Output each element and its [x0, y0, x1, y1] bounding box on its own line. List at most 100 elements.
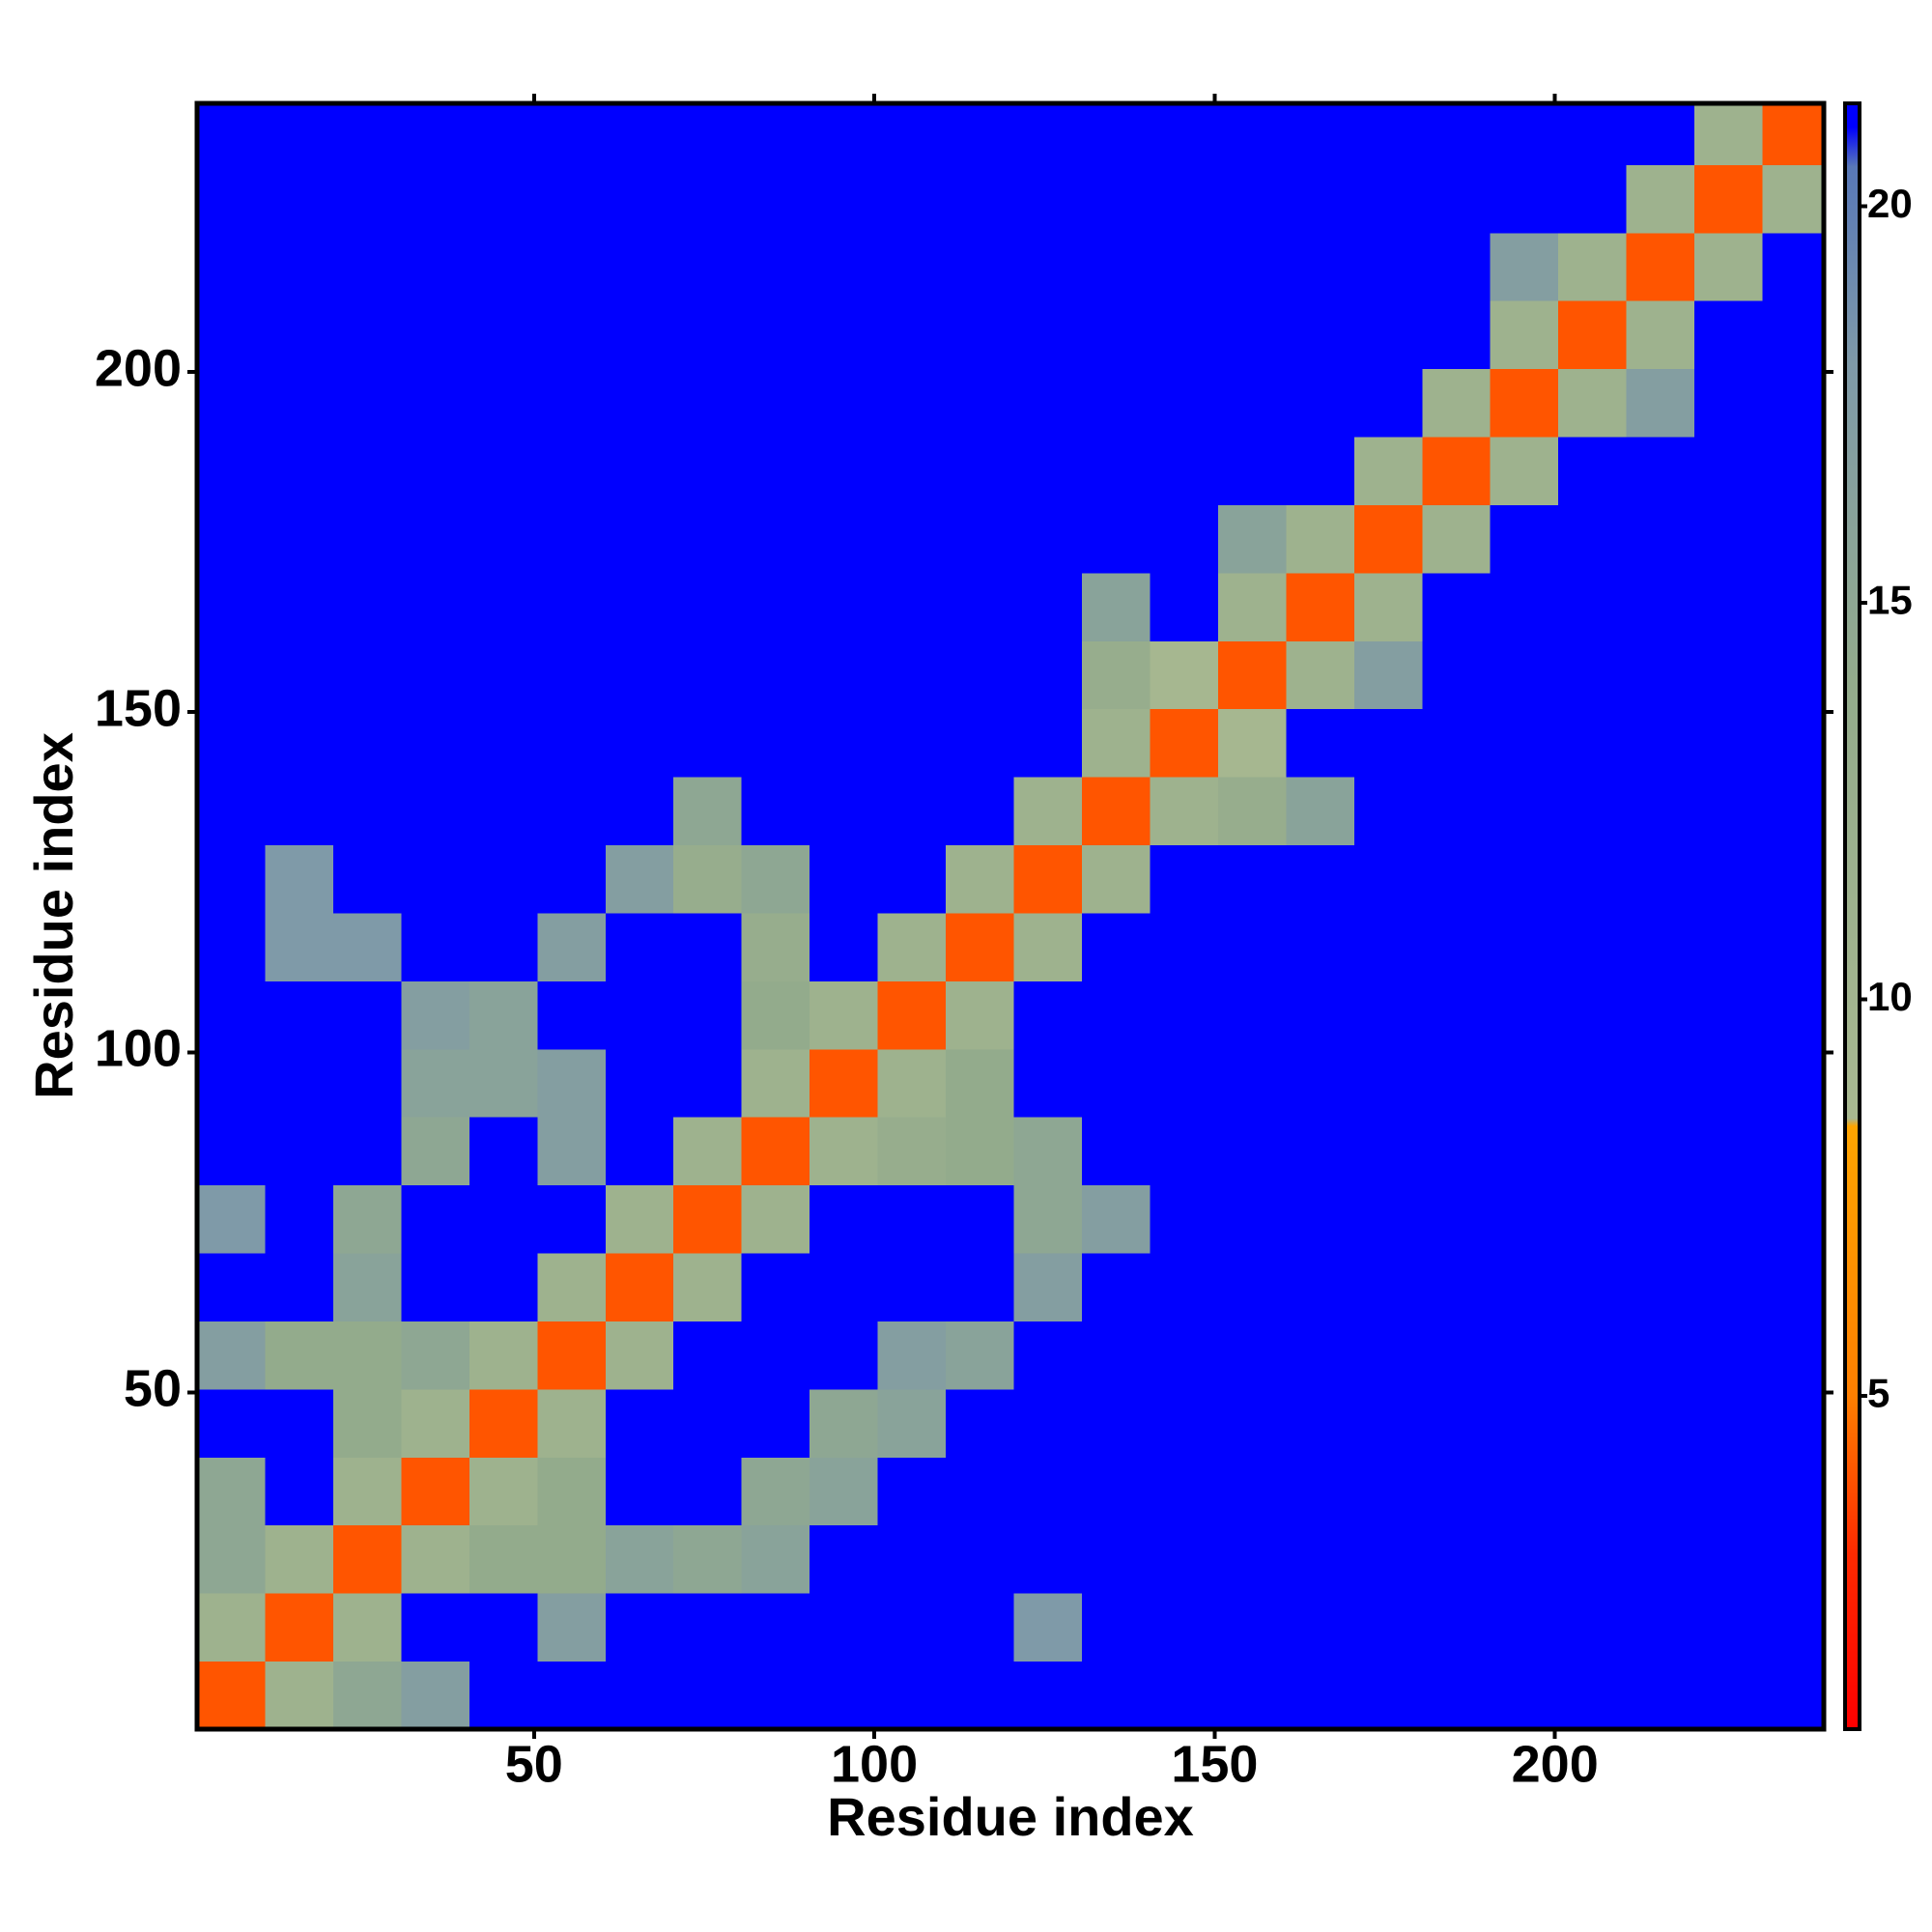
heatmap-cell: [877, 368, 947, 438]
heatmap-cell: [1626, 572, 1695, 641]
heatmap-cell: [673, 300, 743, 370]
heatmap-cell: [1217, 1388, 1287, 1458]
heatmap-cell: [537, 708, 607, 778]
heatmap-cell: [1081, 844, 1151, 914]
heatmap-cell: [946, 980, 1015, 1050]
heatmap-cell: [1150, 437, 1219, 505]
heatmap-cell: [741, 232, 810, 301]
heatmap-cell: [673, 844, 743, 914]
heatmap-cell: [1490, 103, 1559, 165]
heatmap-cell: [1150, 1388, 1219, 1458]
heatmap-cell: [1694, 1048, 1764, 1118]
x-tick-label: 50: [505, 1735, 563, 1793]
heatmap-cell: [673, 164, 743, 234]
heatmap-cell: [332, 640, 402, 710]
heatmap-cell: [1626, 232, 1695, 301]
heatmap-cell: [605, 504, 674, 574]
heatmap-cell: [537, 844, 607, 914]
heatmap-cell: [741, 1457, 810, 1526]
heatmap-cell: [1013, 1048, 1083, 1118]
heatmap-cell: [1013, 504, 1083, 574]
heatmap-cell: [877, 844, 947, 914]
heatmap-cell: [1762, 708, 1825, 778]
heatmap-cell: [1490, 232, 1559, 301]
heatmap-cell: [197, 437, 266, 505]
heatmap-cell: [401, 912, 470, 981]
heatmap-cell: [197, 912, 266, 981]
heatmap-cell: [265, 504, 334, 574]
heatmap-cell: [810, 437, 879, 505]
heatmap-cell: [1353, 300, 1423, 370]
heatmap-cell: [1013, 980, 1083, 1050]
heatmap-cell: [332, 708, 402, 778]
heatmap-cell: [1626, 640, 1695, 710]
heatmap-cell: [1558, 164, 1628, 234]
heatmap-cell: [673, 232, 743, 301]
heatmap-cell: [1150, 1253, 1219, 1321]
heatmap-cell: [1353, 1117, 1423, 1186]
heatmap-cell: [401, 572, 470, 641]
heatmap-cell: [1353, 1253, 1423, 1321]
heatmap-cell: [401, 640, 470, 710]
heatmap-cell: [537, 1524, 607, 1594]
heatmap-cell: [810, 844, 879, 914]
heatmap-cell: [605, 164, 674, 234]
heatmap-cell: [197, 368, 266, 438]
heatmap-cell: [1353, 1593, 1423, 1662]
heatmap-cell: [401, 1117, 470, 1186]
heatmap-cell: [537, 1593, 607, 1662]
heatmap-cell: [332, 912, 402, 981]
heatmap-cell: [741, 1388, 810, 1458]
heatmap-cell: [537, 1321, 607, 1390]
heatmap-cell: [1081, 1321, 1151, 1390]
heatmap-cell: [877, 1253, 947, 1321]
heatmap-cell: [1558, 232, 1628, 301]
heatmap-cell: [810, 640, 879, 710]
heatmap-cell: [1150, 300, 1219, 370]
heatmap-cell: [1626, 1457, 1695, 1526]
heatmap-cell: [197, 1388, 266, 1458]
heatmap-cell: [1286, 103, 1355, 165]
heatmap-cell: [1762, 103, 1825, 165]
heatmap-cell: [1558, 1524, 1628, 1594]
heatmap-cell: [1694, 1253, 1764, 1321]
heatmap-cell: [1558, 1048, 1628, 1118]
heatmap-cell: [741, 504, 810, 574]
heatmap-cell: [877, 980, 947, 1050]
heatmap-cell: [1762, 164, 1825, 234]
heatmap-cell: [1217, 572, 1287, 641]
heatmap-cell: [946, 1457, 1015, 1526]
heatmap-cell: [1081, 1253, 1151, 1321]
heatmap-cell: [469, 504, 538, 574]
heatmap-cell: [1490, 1184, 1559, 1254]
heatmap-cell: [1353, 1661, 1423, 1730]
heatmap-cell: [877, 103, 947, 165]
heatmap-cell: [1217, 844, 1287, 914]
heatmap-cell: [1013, 1253, 1083, 1321]
heatmap-cell: [877, 1048, 947, 1118]
heatmap-cell: [877, 912, 947, 981]
heatmap-cell: [197, 504, 266, 574]
heatmap-cell: [537, 300, 607, 370]
heatmap-cell: [537, 1253, 607, 1321]
heatmap-cell: [1694, 912, 1764, 981]
heatmap-cell: [1150, 368, 1219, 438]
heatmap-cell: [1422, 1457, 1492, 1526]
heatmap-cell: [265, 232, 334, 301]
heatmap-cell: [265, 1184, 334, 1254]
heatmap-cell: [1490, 844, 1559, 914]
heatmap-cell: [1217, 708, 1287, 778]
heatmap-cell: [1150, 572, 1219, 641]
heatmap-cell: [1286, 708, 1355, 778]
heatmap-cell: [1353, 1524, 1423, 1594]
heatmap-cell: [401, 368, 470, 438]
x-tick-label: 100: [831, 1735, 918, 1793]
heatmap-cell: [1013, 1388, 1083, 1458]
heatmap-cell: [1081, 1388, 1151, 1458]
heatmap-cell: [810, 708, 879, 778]
heatmap-cell: [605, 103, 674, 165]
heatmap-cell: [673, 103, 743, 165]
heatmap-cell: [197, 1661, 266, 1730]
heatmap-cell: [810, 1184, 879, 1254]
heatmap-cell: [1626, 844, 1695, 914]
